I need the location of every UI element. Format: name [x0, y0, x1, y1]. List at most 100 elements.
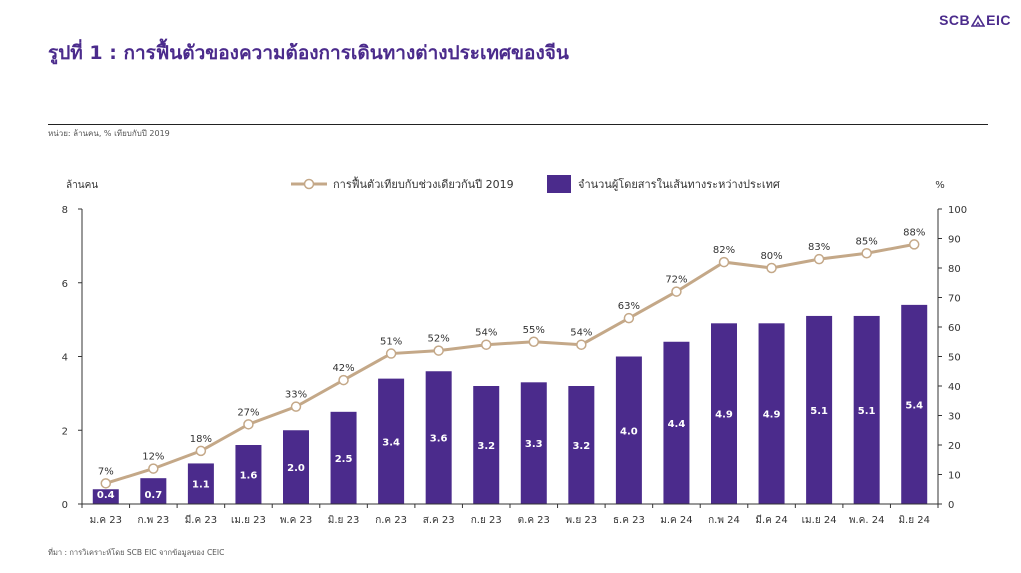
line-point — [148, 463, 159, 474]
bar — [235, 445, 262, 504]
x-tick-label: ต.ค 23 — [518, 515, 550, 526]
bar-value-label: 0.7 — [144, 490, 162, 501]
right-tick-label: 30 — [948, 412, 961, 423]
bar — [473, 386, 500, 504]
x-tick-label: เม.ย 24 — [802, 515, 837, 526]
line-point — [100, 478, 112, 489]
right-tick-label: 10 — [948, 471, 961, 482]
line-value-label: 33% — [285, 390, 307, 401]
title-divider — [48, 124, 988, 125]
x-tick-label: มี.ค 23 — [185, 514, 217, 526]
line-series: 7% 12% 18% 27% 33% 42% 51% 52% 54% 55% 54% 63% 72% 82… — [98, 227, 925, 489]
line-point — [766, 262, 777, 274]
line-value-label: 55% — [523, 325, 545, 336]
left-tick-label: 6 — [62, 279, 68, 290]
brand-scb: SCB — [939, 12, 971, 28]
bar — [425, 371, 452, 504]
line-value-label: 88% — [903, 227, 925, 238]
bar-value-label: 1.1 — [192, 480, 210, 491]
x-tick-label: พ.ค 23 — [280, 515, 312, 526]
left-tick-label: 2 — [62, 426, 68, 437]
line-point — [243, 419, 254, 430]
line-value-label: 54% — [570, 328, 592, 339]
x-tick-label: มิ.ย 23 — [328, 515, 360, 526]
brand-logo: SCB EIC — [939, 12, 1011, 28]
bar-value-label: 4.4 — [668, 419, 686, 430]
line-point — [290, 401, 302, 412]
bar — [568, 386, 595, 504]
x-tick-label: มี.ค 24 — [755, 514, 787, 526]
bar — [520, 382, 547, 504]
right-axis-title: % — [935, 180, 945, 191]
line-value-label: 63% — [618, 301, 640, 312]
bar-value-label: 5.1 — [810, 406, 828, 417]
line-point — [338, 374, 349, 386]
bar-value-label: 0.4 — [97, 490, 115, 501]
left-axis-title: ล้านคน — [66, 179, 98, 191]
line-point — [718, 256, 730, 268]
x-tick-label: เม.ย 23 — [231, 515, 266, 526]
bar — [615, 356, 642, 504]
bar — [711, 323, 737, 504]
right-tick-label: 0 — [948, 500, 954, 511]
line-point — [433, 345, 444, 356]
x-tick-label: ก.พ 23 — [137, 515, 169, 526]
bar-value-label: 4.9 — [763, 410, 781, 421]
house-icon — [971, 13, 986, 27]
bar-value-label: 3.4 — [382, 437, 400, 448]
bar-value-label: 2.5 — [335, 454, 353, 465]
x-tick-label: มิ.ย 24 — [898, 515, 930, 526]
line-point — [813, 253, 825, 265]
source-note: ที่มา : การวิเคราะห์โดย SCB EIC จากข้อมู… — [48, 548, 225, 557]
bar-value-label: 5.4 — [905, 400, 923, 411]
bar — [901, 304, 928, 504]
line-path — [105, 242, 915, 485]
right-tick-label: 40 — [948, 382, 961, 393]
x-tick-label: ส.ค 23 — [423, 515, 455, 526]
legend-bar-label: จำนวนผู้โดยสารในเส้นทางระหว่างประเทศ — [578, 177, 780, 191]
bar — [187, 463, 214, 504]
line-value-label: 7% — [98, 466, 114, 477]
x-tick-label: พ.ย 23 — [566, 515, 598, 526]
line-point — [576, 339, 587, 350]
line-value-label: 12% — [142, 452, 164, 463]
bar-value-label: 3.6 — [430, 434, 448, 445]
bar — [330, 411, 357, 504]
line-value-label: 18% — [190, 434, 212, 445]
line-point — [385, 348, 397, 359]
right-tick-label: 50 — [948, 353, 961, 364]
bar — [378, 378, 405, 504]
brand-eic: EIC — [986, 12, 1011, 28]
line-point — [528, 336, 540, 347]
line-value-label: 82% — [713, 245, 735, 256]
bar — [92, 489, 119, 504]
bar-value-label: 4.9 — [715, 410, 733, 421]
x-tick-label: พ.ค. 24 — [849, 515, 885, 526]
line-value-label: 51% — [380, 337, 402, 348]
legend-bar-swatch — [547, 175, 571, 193]
line-point — [908, 239, 920, 250]
left-tick-label: 8 — [62, 205, 68, 216]
legend-line-marker — [303, 178, 315, 190]
line-point — [480, 339, 492, 350]
bar-value-label: 4.0 — [620, 426, 638, 437]
x-tick-label: ก.ย 23 — [471, 515, 502, 526]
bar-value-label: 1.6 — [240, 471, 258, 482]
x-tick-label: ม.ค 24 — [660, 515, 692, 526]
line-value-label: 52% — [428, 334, 450, 345]
unit-note: หน่วย: ล้านคน, % เทียบกับปี 2019 — [48, 129, 170, 138]
line-value-label: 80% — [760, 251, 782, 262]
left-tick-label: 4 — [62, 353, 68, 364]
bar-value-label: 3.2 — [477, 441, 495, 452]
line-point — [195, 445, 207, 457]
line-point — [671, 286, 682, 297]
bar-value-label: 3.2 — [572, 441, 590, 452]
bar — [758, 323, 785, 504]
bar — [663, 341, 690, 504]
line-value-label: 85% — [856, 236, 878, 247]
x-tick-label: ม.ค 23 — [90, 515, 122, 526]
right-tick-label: 90 — [948, 235, 961, 246]
x-tick-label: ก.ค 23 — [375, 515, 407, 526]
line-value-label: 54% — [475, 328, 497, 339]
